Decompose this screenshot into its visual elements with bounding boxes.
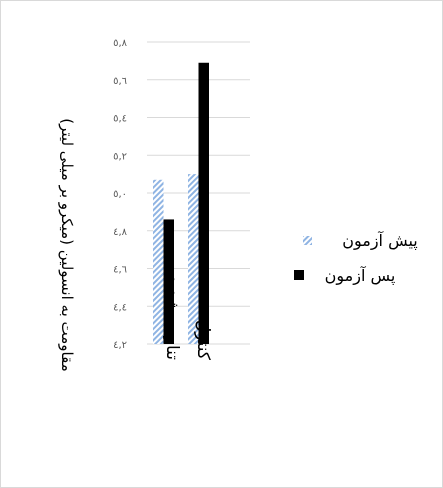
y-tick-label: ٤,٤ — [113, 302, 127, 313]
legend-swatch-post — [294, 270, 304, 280]
legend-swatch-pre — [303, 236, 312, 245]
y-tick-label: ٥,٤ — [113, 114, 127, 125]
legend-label-pre: پیش آزمون — [342, 231, 418, 251]
y-tick-label: ٤,٢ — [113, 340, 127, 351]
y-tick-label: ٥,٢ — [113, 151, 127, 162]
y-tick-labels: ٤,٢ ٤,٤ ٤,٦ ٤,٨ ٥,٠ ٥,٢ ٥,٤ ٥,٦ ٥,٨ — [113, 38, 128, 351]
category-label-1: کنترل — [193, 320, 213, 361]
legend-label-post: پس آزمون — [325, 266, 396, 286]
y-tick-label: ٤,٦ — [113, 265, 127, 276]
bar-pre-0 — [153, 179, 164, 344]
bars — [153, 62, 209, 344]
bar-post-1 — [198, 62, 209, 344]
bar-post-0 — [163, 219, 174, 344]
y-tick-label: ٤,٨ — [113, 227, 128, 238]
bar-pre-1 — [188, 174, 199, 344]
y-axis-label: مقاومت به انسولین (میکرو بر میلی لیتر) — [58, 118, 76, 371]
y-tick-label: ٥,٠ — [113, 189, 127, 200]
category-label-0: تناوبی شدید — [162, 276, 182, 361]
y-tick-label: ٥,٦ — [113, 76, 127, 87]
y-tick-label: ٥,٨ — [113, 38, 128, 49]
